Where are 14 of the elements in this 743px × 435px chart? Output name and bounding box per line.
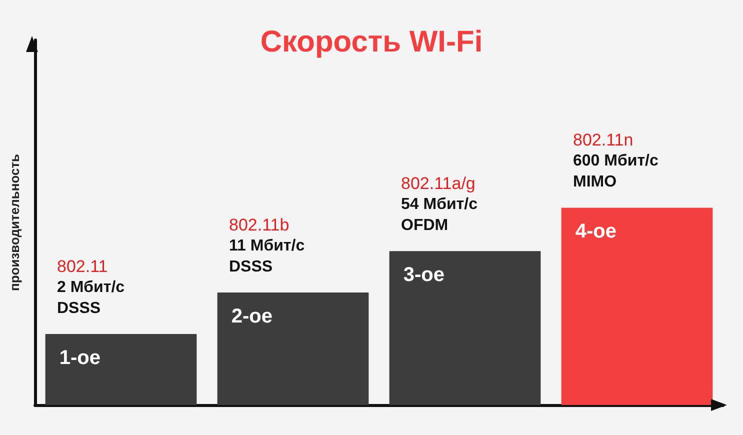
x-tick-label: 4-ое [575, 220, 616, 243]
bar [45, 334, 197, 405]
y-axis-title: производительность [7, 154, 22, 292]
annotation: 802.11 2 Мбит/с DSSS [57, 256, 125, 317]
x-tick-label: 1-ое [59, 346, 100, 369]
chart-title: Скорость WI-Fi [260, 26, 483, 58]
annotation: 802.11a/g 54 Мбит/с OFDM [401, 174, 478, 234]
bar [217, 292, 369, 405]
annotation: 802.11b 11 Мбит/с DSSS [229, 216, 305, 276]
bar [561, 208, 713, 405]
bar [389, 251, 541, 405]
x-tick-label: 3-ое [403, 264, 444, 286]
x-tick-label: 2-ое [231, 306, 272, 328]
annotation: 802.11n 600 Мбит/с MIMO [573, 130, 658, 191]
